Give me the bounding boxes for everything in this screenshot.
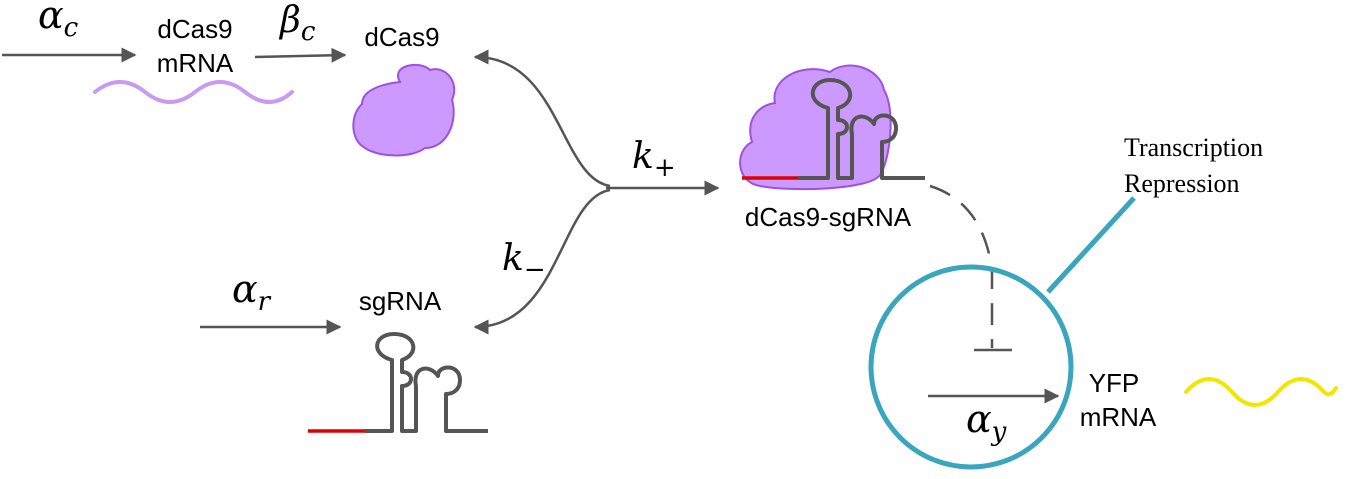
complex-label: dCas9-sgRNA	[745, 202, 912, 232]
sgrna-label: sgRNA	[359, 286, 442, 316]
sgrna-icon	[308, 332, 488, 433]
complex-sgrna-hairpin-icon	[798, 78, 925, 180]
repression-dashed-line	[929, 184, 994, 348]
dcas9-mrna-wave-icon	[93, 80, 294, 104]
alpha-y-label: αy	[966, 397, 1007, 447]
complex-icon	[739, 64, 925, 191]
dcas9-mrna-label-line1: dCas9	[157, 14, 232, 44]
dcas9-protein-blob-icon	[352, 63, 456, 157]
k-minus-label: k−	[502, 238, 546, 285]
beta-c-arrow	[254, 47, 347, 63]
dcas9-label: dCas9	[364, 22, 439, 52]
alpha-c-label: αc	[38, 0, 79, 43]
dcas9-binding-curve	[473, 49, 611, 188]
alpha-r-label: αr	[232, 267, 272, 317]
yfp-mrna-label-line1: YFP	[1089, 368, 1140, 398]
callout-label-line1: Transcription	[1124, 133, 1263, 162]
beta-c-label: βc	[278, 0, 316, 47]
k-plus-label: k+	[632, 136, 676, 183]
yfp-mrna-label-line2: mRNA	[1080, 402, 1157, 432]
callout-label-line2: Repression	[1124, 169, 1240, 198]
callout-line	[1046, 196, 1136, 294]
dcas9-mrna-label-line2: mRNA	[157, 48, 234, 78]
promoter-zoom-circle	[868, 264, 1074, 470]
yfp-mrna-wave-icon	[1184, 377, 1338, 407]
sgrna-binding-curve	[473, 188, 611, 335]
sgrna-hairpin-icon	[365, 332, 488, 433]
